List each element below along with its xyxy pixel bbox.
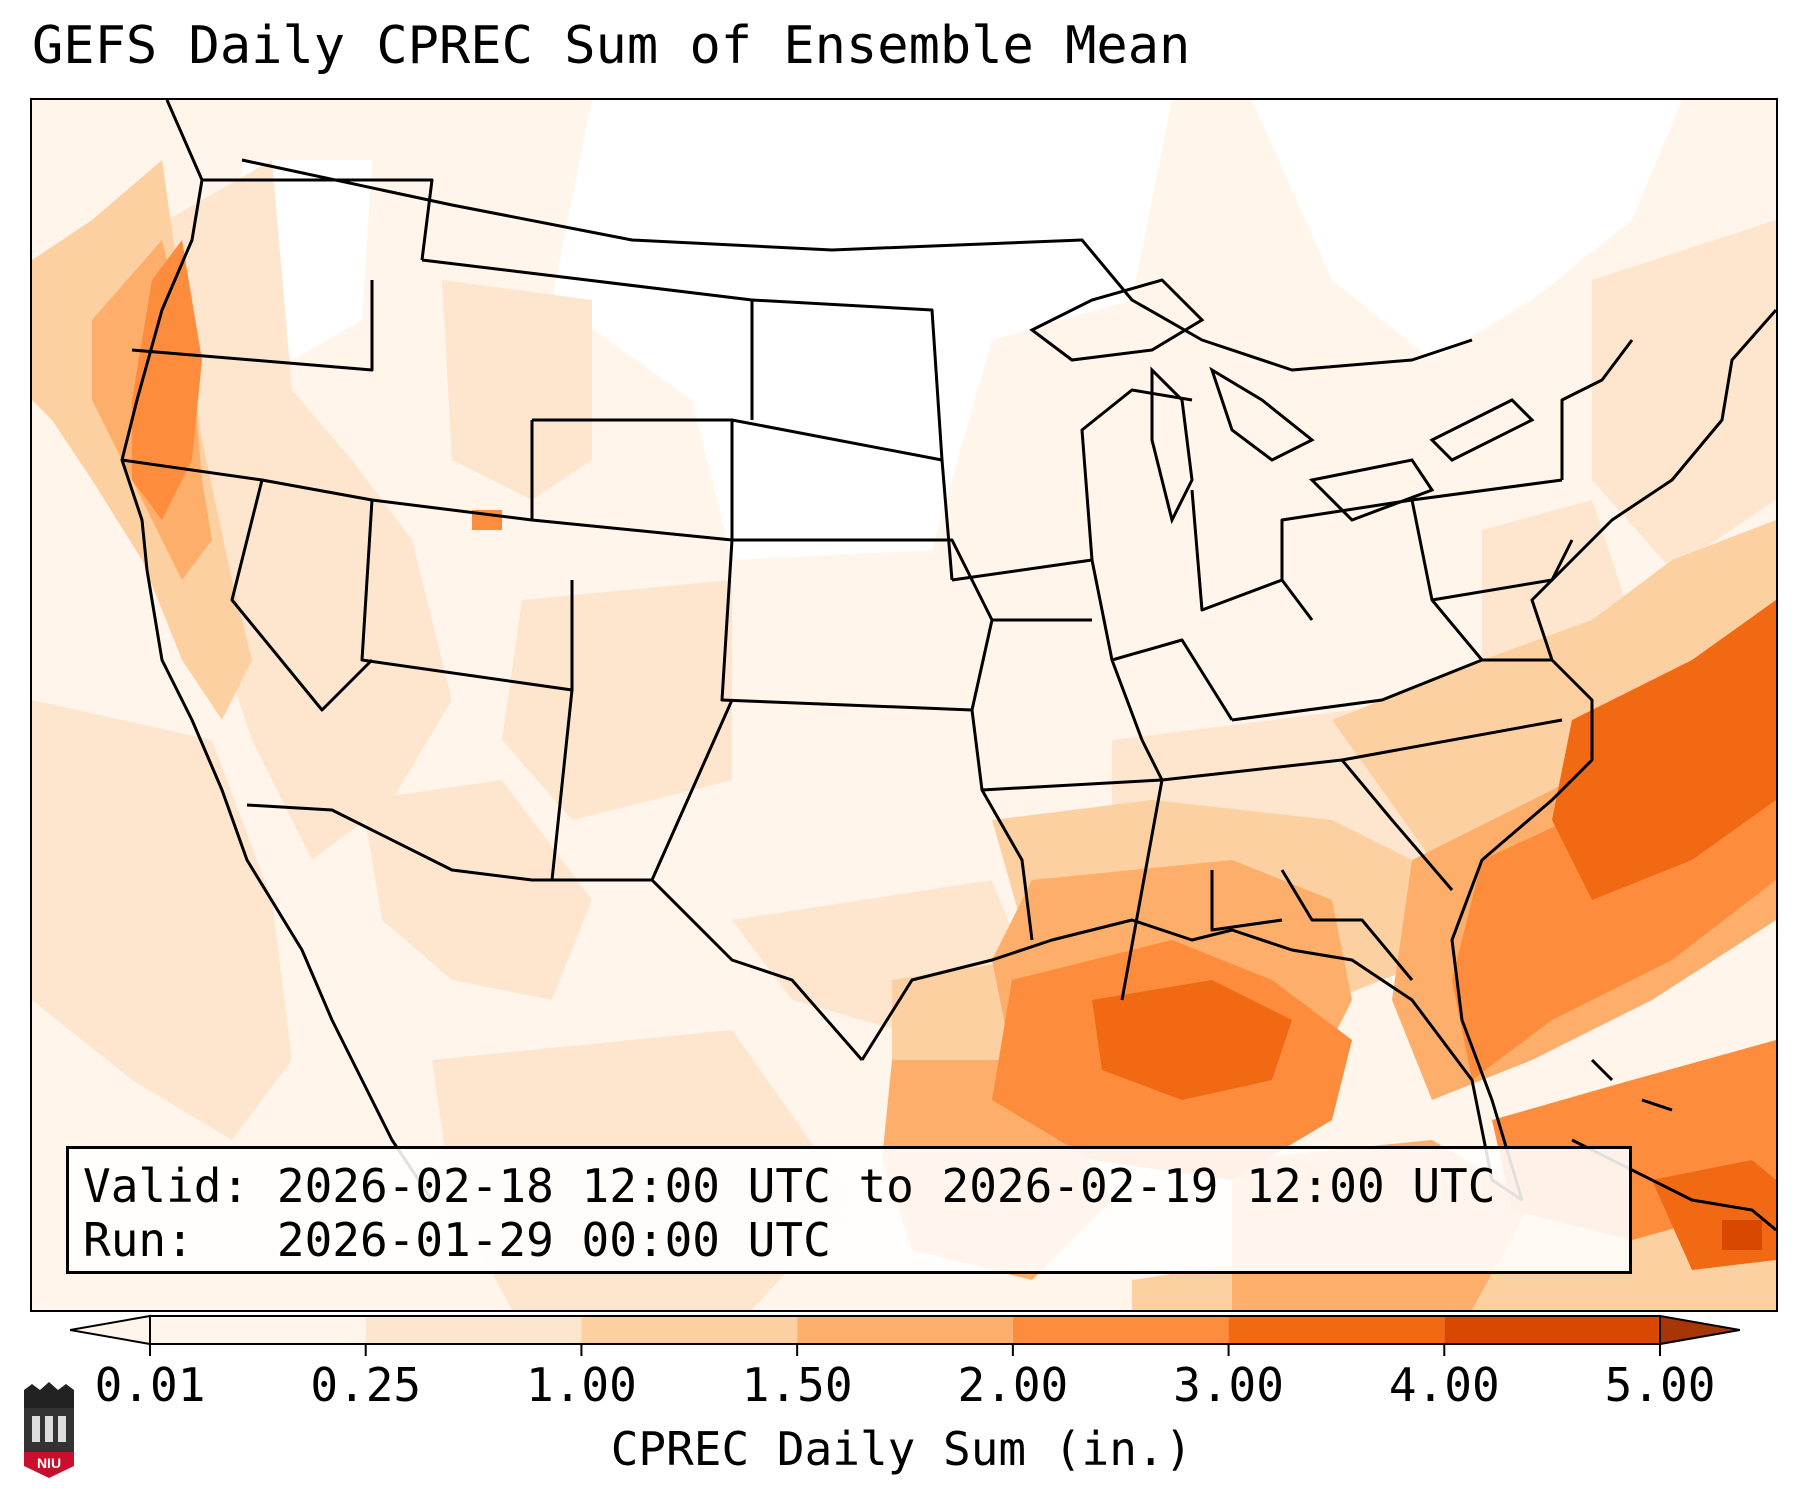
colorbar-segment — [581, 1316, 798, 1344]
colorbar-tick-label: 2.00 — [957, 1358, 1069, 1412]
colorbar-tick-label: 0.01 — [94, 1358, 206, 1412]
colorbar-segment — [1444, 1316, 1660, 1344]
run-time-line: Run: 2026-01-29 00:00 UTC — [83, 1217, 831, 1263]
validity-info-box: Valid: 2026-02-18 12:00 UTC to 2026-02-1… — [66, 1146, 1632, 1274]
colorbar-extend-min — [70, 1314, 151, 1346]
colorbar-tick-label: 4.00 — [1388, 1358, 1500, 1412]
colorbar-extend-max — [1659, 1314, 1740, 1346]
precipitation-map — [32, 100, 1776, 1310]
valid-time-line: Valid: 2026-02-18 12:00 UTC to 2026-02-1… — [83, 1163, 1495, 1209]
colorbar-tick-label: 5.00 — [1604, 1358, 1716, 1412]
run-label: Run: — [83, 1213, 194, 1267]
colorbar-segment — [150, 1316, 366, 1344]
valid-label: Valid: — [83, 1159, 250, 1213]
colorbar-segment — [1228, 1316, 1445, 1344]
colorbar-outline — [149, 1315, 1661, 1345]
colorbar — [70, 1314, 1740, 1356]
page-title: GEFS Daily CPREC Sum of Ensemble Mean — [32, 16, 1191, 76]
colorbar-segment — [797, 1316, 1013, 1344]
niu-logo-text: NIU — [37, 1455, 61, 1471]
colorbar-segment — [365, 1316, 582, 1344]
colorbar-tick-label: 0.25 — [310, 1358, 422, 1412]
valid-value: 2026-02-18 12:00 UTC to 2026-02-19 12:00… — [276, 1159, 1496, 1213]
extreme-precip-area — [1092, 600, 1776, 1270]
boundaries — [120, 100, 1776, 1202]
colorbar-tick-label: 1.50 — [741, 1358, 853, 1412]
great-lakes — [1029, 278, 1535, 525]
niu-logo: NIU — [24, 1382, 74, 1478]
colorbar-tick-label: 1.00 — [526, 1358, 637, 1412]
run-value: 2026-01-29 00:00 UTC — [276, 1213, 831, 1267]
map-frame — [30, 98, 1778, 1312]
colorbar-segment — [1012, 1316, 1229, 1344]
colorbar-tick-label: 3.00 — [1173, 1358, 1284, 1412]
colorbar-label: CPREC Daily Sum (in.) — [610, 1422, 1193, 1476]
